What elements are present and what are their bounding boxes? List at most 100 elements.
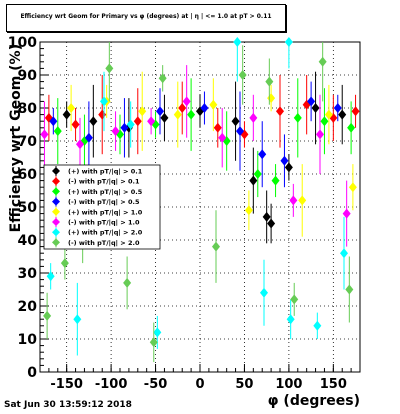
data-point: [280, 155, 289, 166]
data-point: [187, 109, 196, 120]
x-axis-label: φ (degrees): [268, 393, 360, 409]
data-point: [120, 122, 129, 133]
data-point: [53, 126, 62, 137]
data-point: [200, 103, 209, 113]
data-point: [156, 106, 164, 117]
data-point: [213, 122, 222, 133]
data-point: [293, 112, 302, 123]
data-point: [62, 109, 71, 120]
data-point: [71, 119, 80, 130]
data-point: [340, 248, 348, 259]
data-point: [260, 287, 268, 298]
chart-title: Efficiency wrt Geom for Primary vs φ (de…: [20, 13, 272, 20]
data-point: [147, 116, 156, 127]
data-point: [265, 76, 274, 87]
data-point: [307, 96, 316, 107]
data-point: [313, 320, 322, 331]
data-point: [138, 106, 147, 117]
data-point: [40, 129, 49, 140]
data-point: [249, 175, 258, 186]
data-point: [258, 149, 267, 160]
data-point: [160, 112, 169, 123]
x-tick-label: -50: [144, 377, 168, 392]
data-point: [100, 96, 108, 107]
data-point: [43, 310, 52, 321]
x-tick-label: -100: [95, 377, 128, 392]
data-point: [105, 63, 114, 74]
data-point: [73, 314, 82, 325]
legend-label: (+) with pT/|q| > 0.1: [68, 168, 143, 177]
data-point: [244, 205, 253, 216]
data-point: [298, 195, 307, 206]
data-point: [271, 175, 280, 186]
data-point: [60, 258, 69, 269]
data-point: [318, 56, 327, 67]
data-point: [289, 195, 298, 206]
data-point: [46, 271, 55, 282]
y-tick-label: 100: [8, 35, 37, 51]
data-point: [111, 126, 120, 137]
data-point: [49, 116, 58, 127]
data-point: [342, 208, 351, 219]
data-point: [209, 99, 218, 110]
data-point: [123, 277, 132, 288]
x-tick-label: 50: [235, 377, 253, 392]
data-point: [351, 106, 360, 117]
legend-label: (-) with pT/|q| > 0.1: [68, 178, 140, 187]
data-point: [158, 73, 167, 84]
data-point: [149, 337, 158, 348]
data-point: [290, 294, 299, 305]
x-tick-label: 100: [275, 377, 302, 392]
data-point: [284, 37, 293, 47]
data-point: [333, 103, 342, 113]
legend: (+) with pT/|q| > 0.1(-) with pT/|q| > 0…: [43, 164, 161, 250]
data-point: [133, 116, 142, 127]
data-point: [262, 211, 271, 222]
y-tick-label: 30: [18, 266, 38, 282]
data-point: [84, 132, 93, 143]
data-point: [238, 70, 247, 80]
data-point: [76, 139, 84, 150]
timestamp: Sat Jun 30 13:59:12 2018: [4, 400, 132, 410]
legend-label: (+) with pT/|q| > 2.0: [68, 229, 143, 238]
data-point: [89, 116, 98, 127]
x-tick-label: 0: [195, 377, 204, 392]
y-tick-label: 90: [18, 68, 38, 84]
data-point: [173, 109, 182, 120]
data-point: [267, 218, 276, 229]
data-point: [253, 169, 262, 179]
data-point: [316, 129, 324, 140]
data-point: [212, 241, 220, 252]
data-point: [345, 284, 354, 295]
data-point: [320, 116, 329, 127]
data-point: [126, 119, 135, 130]
data-point: [338, 109, 347, 120]
data-point: [178, 103, 187, 113]
legend-label: (-) with pT/|q| > 1.0: [68, 219, 140, 228]
data-point: [231, 116, 240, 127]
legend-label: (-) with pT/|q| > 2.0: [68, 239, 140, 248]
y-tick-label: 40: [18, 233, 38, 249]
data-point: [348, 182, 357, 193]
data-point: [218, 132, 227, 143]
chart-title-box: Efficiency wrt Geom for Primary vs φ (de…: [6, 4, 286, 32]
y-axis-label: Efficiency wrt Geom (%): [8, 44, 24, 232]
legend-box: [43, 164, 161, 250]
data-point: [249, 112, 258, 123]
data-points: [40, 37, 360, 363]
y-tick-label: 10: [18, 332, 38, 348]
x-tick-label: -150: [50, 377, 83, 392]
y-tick-label: 20: [18, 299, 38, 315]
y-tick-label: 80: [18, 101, 38, 117]
data-point: [67, 103, 76, 113]
data-point: [286, 314, 295, 325]
y-tick-label: 60: [18, 167, 38, 183]
data-point: [236, 126, 244, 137]
legend-label: (+) with pT/|q| > 1.0: [68, 208, 143, 217]
data-point: [284, 162, 293, 173]
data-point: [347, 122, 356, 133]
data-point: [233, 37, 242, 47]
data-point: [182, 96, 191, 107]
legend-label: (+) with pT/|q| > 0.5: [68, 188, 143, 197]
